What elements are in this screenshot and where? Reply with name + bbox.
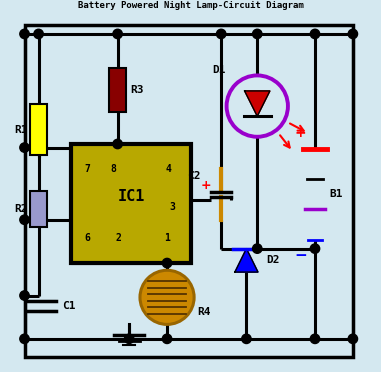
Circle shape [310,334,320,343]
Text: 4: 4 [166,164,172,174]
Circle shape [348,334,357,343]
Text: 7: 7 [85,164,91,174]
Circle shape [34,29,43,39]
Circle shape [20,143,29,152]
Circle shape [253,244,262,253]
Circle shape [310,29,320,39]
Bar [71,144,190,263]
Text: 3: 3 [170,202,175,212]
Bar [30,191,47,227]
Text: 8: 8 [110,164,116,174]
Circle shape [348,29,357,39]
Text: +: + [201,179,211,192]
Text: B1: B1 [330,189,343,199]
Text: D1: D1 [213,65,226,75]
Text: R3: R3 [130,85,144,95]
Text: R2: R2 [14,204,28,214]
Circle shape [20,215,29,224]
Circle shape [20,334,29,343]
Text: R4: R4 [198,307,211,317]
Title: Battery Powered Night Lamp-Circuit Diagram: Battery Powered Night Lamp-Circuit Diagr… [78,1,303,10]
Circle shape [20,29,29,39]
Circle shape [310,244,320,253]
Bar [109,68,126,112]
Polygon shape [235,248,258,272]
Polygon shape [245,91,270,116]
Circle shape [140,270,194,324]
Text: D2: D2 [266,255,280,265]
Text: −: − [294,248,307,263]
Text: 2: 2 [115,233,121,243]
Circle shape [113,139,122,149]
Circle shape [125,334,134,343]
Text: C1: C1 [62,301,76,311]
Text: C2: C2 [187,171,201,182]
Circle shape [216,29,226,39]
Circle shape [253,29,262,39]
Circle shape [242,334,251,343]
Text: +: + [295,126,306,140]
Circle shape [162,259,172,268]
Text: R1: R1 [14,125,28,135]
Circle shape [162,334,172,343]
Circle shape [113,29,122,39]
Text: 6: 6 [85,233,91,243]
Bar [30,104,47,155]
Text: IC1: IC1 [117,189,145,204]
Text: 1: 1 [164,233,170,243]
Circle shape [20,291,29,300]
